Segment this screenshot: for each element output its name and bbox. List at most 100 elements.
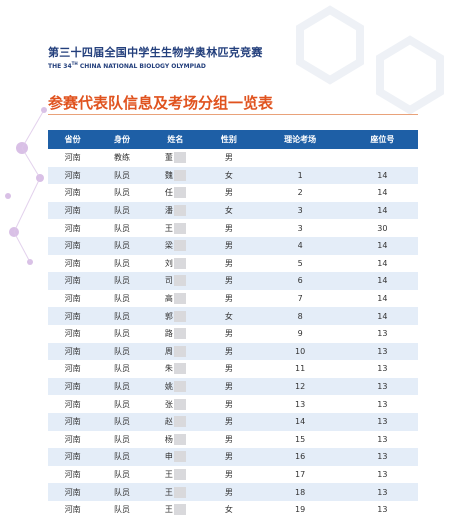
redaction [173, 310, 186, 322]
cell-text: 男 [224, 469, 233, 479]
table-cell: 队员 [97, 184, 146, 202]
table-cell: 12 [253, 377, 347, 396]
table-row: 河南 队员 魏 女 1 14 [48, 166, 418, 185]
table-cell: 男 [204, 466, 253, 484]
table-cell: 13 [254, 395, 347, 413]
cell-text: 男 [224, 487, 233, 497]
table-cell: 13 [346, 448, 418, 466]
cell-text: 13 [295, 399, 306, 409]
table-cell: 13 [347, 325, 418, 343]
cell-text: 队员 [113, 382, 130, 392]
cell-text: 队员 [113, 188, 130, 198]
table-cell: 队员 [97, 377, 147, 396]
table-cell: 河南 [48, 219, 97, 237]
cell-text: 河南 [64, 487, 81, 497]
cell-text: 男 [224, 452, 233, 462]
cell-text: 14 [377, 241, 388, 251]
table-cell: 7 [254, 290, 347, 308]
cell-text: 河南 [64, 346, 81, 356]
table-row: 河南 队员 周 男 10 13 [48, 342, 418, 361]
table-cell: 河南 [48, 466, 97, 484]
cell-text: 梁 [164, 241, 173, 251]
cell-text: 队员 [113, 294, 130, 304]
cell-text: 河南 [64, 382, 81, 392]
cell-text: 队员 [113, 452, 130, 462]
cell-text: 队员 [113, 487, 130, 497]
table-cell: 13 [347, 431, 418, 449]
cell-text: 13 [377, 329, 388, 339]
table-cell: 14 [253, 412, 347, 431]
cell-text: 女 [224, 206, 233, 216]
table-cell: 梁 [146, 236, 205, 255]
table-cell: 男 [204, 325, 253, 343]
cell-text: 13 [377, 487, 388, 497]
table-cell: 13 [346, 412, 418, 431]
table-cell: 河南 [48, 272, 98, 290]
cell-text: 河南 [64, 170, 81, 180]
cell-text: 14 [377, 311, 388, 321]
cell-text: 潘 [164, 206, 173, 216]
subtitle-part: TH [71, 61, 78, 66]
table-cell: 队员 [97, 166, 147, 185]
cell-text: 男 [224, 223, 233, 233]
cell-text: 男 [224, 276, 233, 286]
table-cell: 男 [204, 483, 254, 501]
cell-text: 朱 [164, 364, 173, 374]
table-cell: 男 [204, 360, 253, 378]
table-cell: 河南 [48, 342, 98, 361]
redaction [173, 345, 186, 357]
table-cell: 13 [346, 377, 418, 396]
cell-text: 女 [224, 170, 233, 180]
table-cell: 路 [147, 325, 205, 343]
rule [48, 114, 418, 115]
cell-text: 男 [224, 434, 233, 444]
redaction [173, 416, 186, 428]
table-cell: 14 [346, 201, 418, 220]
cell-text: 男 [224, 294, 233, 304]
table-cell: 女 [204, 307, 254, 325]
table-cell: 队员 [97, 236, 147, 255]
table-cell: 13 [347, 501, 418, 518]
table-cell: 队员 [97, 307, 147, 325]
cell-text: 3 [297, 223, 303, 233]
column-header: 座位号 [346, 130, 418, 149]
redaction [173, 433, 186, 445]
redaction [173, 152, 186, 164]
cell-text: 王 [164, 469, 173, 479]
table-row: 河南 队员 王 男 17 13 [48, 466, 418, 484]
cell-text: 男 [224, 153, 233, 163]
table-cell: 河南 [48, 184, 97, 202]
table-row: 河南 教练 董 男 [48, 149, 418, 167]
table-cell: 13 [346, 342, 418, 361]
redaction [173, 363, 186, 375]
table-cell: 队员 [97, 395, 146, 413]
table-cell: 男 [204, 219, 253, 237]
redaction [173, 504, 186, 516]
table-body: 河南 教练董男河南 队员魏女 1 14 河南 队员任男 2 14 河南 队员潘女 3 14 河南 队员王男 3… [48, 149, 418, 518]
cell-text: 3 [297, 206, 303, 216]
redaction [173, 205, 186, 217]
cell-text: 4 [297, 241, 303, 251]
table-cell: 8 [253, 307, 347, 325]
table-cell: 河南 [48, 448, 98, 466]
cell-text: 郭 [164, 311, 173, 321]
cell-text: 赵 [164, 417, 173, 427]
subtitle-part: CHINA NATIONAL BIOLOGY OLYMPIAD [77, 63, 206, 70]
table-cell: 河南 [48, 412, 98, 431]
cell-text: 男 [224, 329, 233, 339]
cell-text: 队员 [113, 329, 130, 339]
cell-text: 14 [377, 206, 388, 216]
table-cell: 队员 [97, 412, 147, 431]
cell-text: 河南 [64, 188, 81, 198]
cell-text: 男 [224, 399, 233, 409]
table-cell: 男 [204, 448, 254, 466]
cell-text: 13 [377, 364, 388, 374]
cell-text: 女 [224, 505, 233, 515]
table-cell: 周 [146, 342, 205, 361]
table-row: 河南 队员 郭 女 8 14 [48, 307, 418, 325]
table-cell: 14 [347, 184, 418, 202]
cell-text: 14 [377, 276, 388, 286]
redaction [173, 257, 186, 269]
cell-text: 河南 [64, 294, 81, 304]
